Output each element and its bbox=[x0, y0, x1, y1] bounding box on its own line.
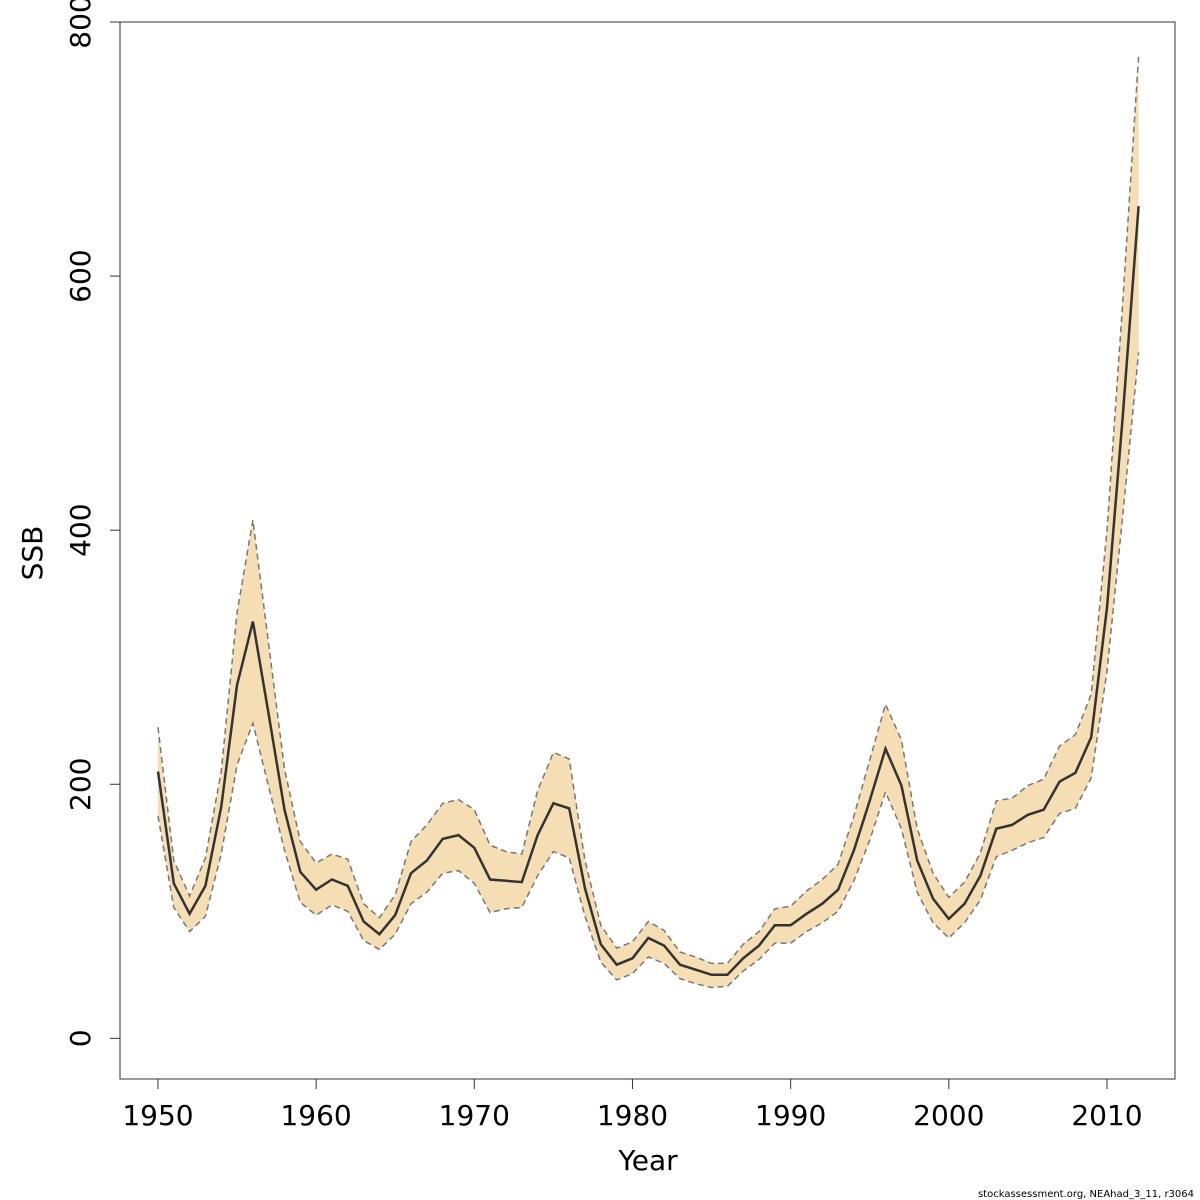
upper-bound-line bbox=[157, 56, 1140, 965]
series-lines bbox=[156, 56, 1140, 989]
lower-bound-line bbox=[157, 352, 1140, 989]
y-tick-label: 0 bbox=[64, 1029, 97, 1047]
y-tick-label: 800 bbox=[64, 0, 97, 49]
footnote: stockassessment.org, NEAhad_3_11, r3064 bbox=[978, 1189, 1194, 1200]
x-tick-label: 2000 bbox=[913, 1099, 984, 1132]
ssb-estimate-line bbox=[156, 206, 1140, 977]
y-tick-label: 200 bbox=[64, 758, 97, 811]
y-tick-label: 400 bbox=[64, 503, 97, 556]
x-tick-label: 1960 bbox=[280, 1099, 351, 1132]
x-tick-label: 1990 bbox=[755, 1099, 826, 1132]
x-tick-label: 2010 bbox=[1071, 1099, 1142, 1132]
confidence-band-area bbox=[158, 56, 1139, 988]
x-axis: 1950 1960 1970 1980 1990 2000 2010 bbox=[122, 1078, 1143, 1132]
y-axis: 0 200 400 600 800 bbox=[64, 0, 121, 1047]
confidence-band bbox=[158, 56, 1139, 988]
x-tick-label: 1980 bbox=[597, 1099, 668, 1132]
y-tick-label: 600 bbox=[64, 249, 97, 302]
x-axis-title: Year bbox=[617, 1144, 678, 1177]
x-tick-label: 1970 bbox=[439, 1099, 510, 1132]
x-tick-label: 1950 bbox=[122, 1099, 193, 1132]
y-axis-title: SSB bbox=[16, 526, 49, 581]
plot-frame bbox=[119, 21, 1176, 1080]
